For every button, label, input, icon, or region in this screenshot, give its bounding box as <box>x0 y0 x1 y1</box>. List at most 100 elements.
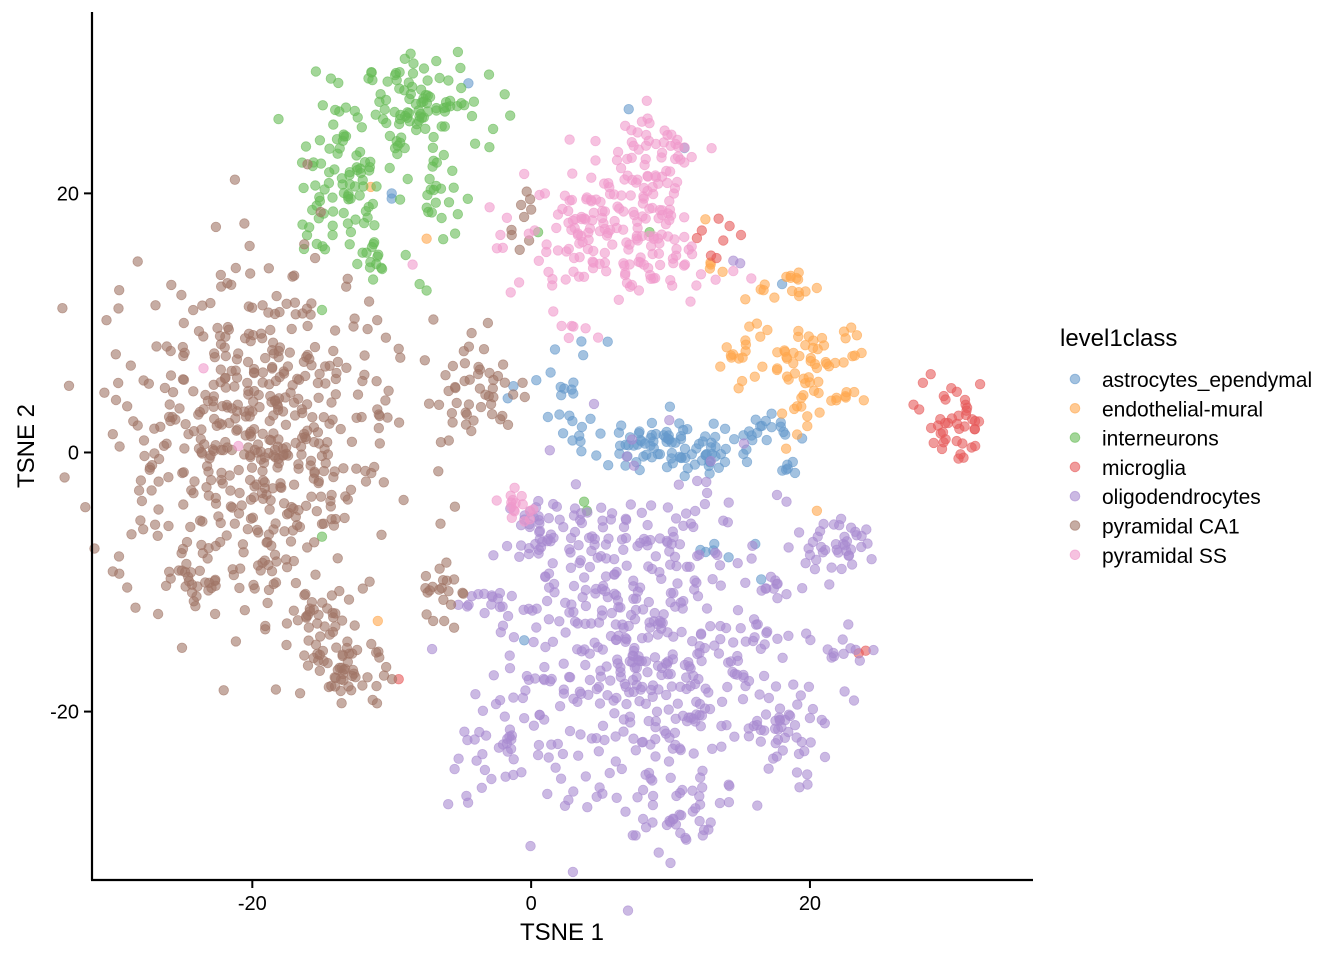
data-point <box>959 394 971 406</box>
data-point <box>632 235 644 246</box>
data-point <box>868 644 879 656</box>
y-ticks: -20 0 20 <box>50 183 92 724</box>
data-point <box>759 639 770 650</box>
data-point <box>763 763 774 774</box>
data-point <box>463 78 474 89</box>
data-point <box>242 524 254 535</box>
data-point <box>647 817 658 828</box>
data-point <box>150 300 161 311</box>
data-point <box>811 505 823 517</box>
data-point <box>648 436 659 447</box>
data-point <box>565 562 577 574</box>
data-point <box>229 174 241 185</box>
data-point <box>470 689 481 700</box>
data-point <box>621 560 632 571</box>
data-point <box>167 387 179 398</box>
data-point <box>759 725 770 736</box>
data-point <box>228 569 240 581</box>
data-point <box>646 684 657 696</box>
data-point <box>705 621 716 632</box>
data-point <box>722 681 733 693</box>
data-point <box>681 561 693 573</box>
y-tick-label: 0 <box>68 442 79 464</box>
data-point <box>716 741 727 752</box>
data-point <box>298 182 309 194</box>
data-point <box>670 250 682 261</box>
data-point <box>925 422 937 434</box>
data-point <box>590 588 601 599</box>
data-point <box>317 597 328 608</box>
data-point <box>735 623 746 634</box>
data-point <box>621 237 632 248</box>
data-point <box>539 661 550 673</box>
data-point <box>582 802 593 813</box>
data-point <box>339 512 350 524</box>
data-point <box>781 496 792 507</box>
data-point <box>632 541 643 552</box>
data-point <box>564 544 575 555</box>
data-point <box>831 392 842 404</box>
data-point <box>824 579 835 590</box>
data-point <box>443 75 454 86</box>
data-point <box>484 141 495 153</box>
data-point <box>548 532 559 544</box>
data-point <box>310 569 321 580</box>
data-point <box>715 361 726 372</box>
data-point <box>746 273 757 284</box>
data-point <box>714 797 726 809</box>
data-point <box>336 615 348 626</box>
data-point <box>356 122 368 133</box>
data-point <box>716 696 728 708</box>
data-point <box>188 386 199 397</box>
data-point <box>267 483 279 494</box>
data-point <box>653 847 664 858</box>
data-point <box>285 536 297 547</box>
data-point <box>244 474 256 486</box>
data-point <box>243 389 254 400</box>
data-point <box>647 799 659 811</box>
data-point <box>267 337 279 348</box>
data-point <box>588 398 600 410</box>
data-point <box>735 258 746 269</box>
data-point <box>654 259 666 271</box>
data-point <box>529 225 540 236</box>
data-point <box>230 262 242 274</box>
data-point <box>648 233 660 245</box>
data-point <box>546 739 557 750</box>
data-point <box>791 732 802 743</box>
data-point <box>247 512 259 523</box>
data-point <box>955 449 966 460</box>
data-point <box>610 731 621 742</box>
data-point <box>208 413 220 425</box>
data-point <box>606 607 618 619</box>
data-point <box>136 495 148 507</box>
data-point <box>747 635 759 647</box>
data-point <box>611 154 623 166</box>
data-point <box>363 73 374 84</box>
data-point <box>245 451 256 463</box>
data-point <box>210 498 222 509</box>
data-point <box>280 554 292 565</box>
data-point <box>418 63 430 74</box>
data-point <box>547 636 559 648</box>
data-point <box>620 806 631 817</box>
data-point <box>194 406 206 418</box>
data-point <box>220 382 232 393</box>
data-point <box>616 763 628 775</box>
data-point <box>774 703 786 714</box>
data-point <box>603 460 614 471</box>
data-point <box>220 331 231 342</box>
data-point <box>318 465 330 477</box>
data-point <box>740 577 751 589</box>
data-point <box>563 332 575 344</box>
data-point <box>641 129 652 141</box>
data-point <box>274 306 285 318</box>
data-point <box>621 277 633 289</box>
data-point <box>487 123 499 135</box>
data-point <box>691 280 702 291</box>
data-point <box>226 403 238 414</box>
data-point <box>369 220 380 231</box>
data-point <box>256 487 268 499</box>
data-point <box>220 350 232 362</box>
data-point <box>743 731 755 742</box>
